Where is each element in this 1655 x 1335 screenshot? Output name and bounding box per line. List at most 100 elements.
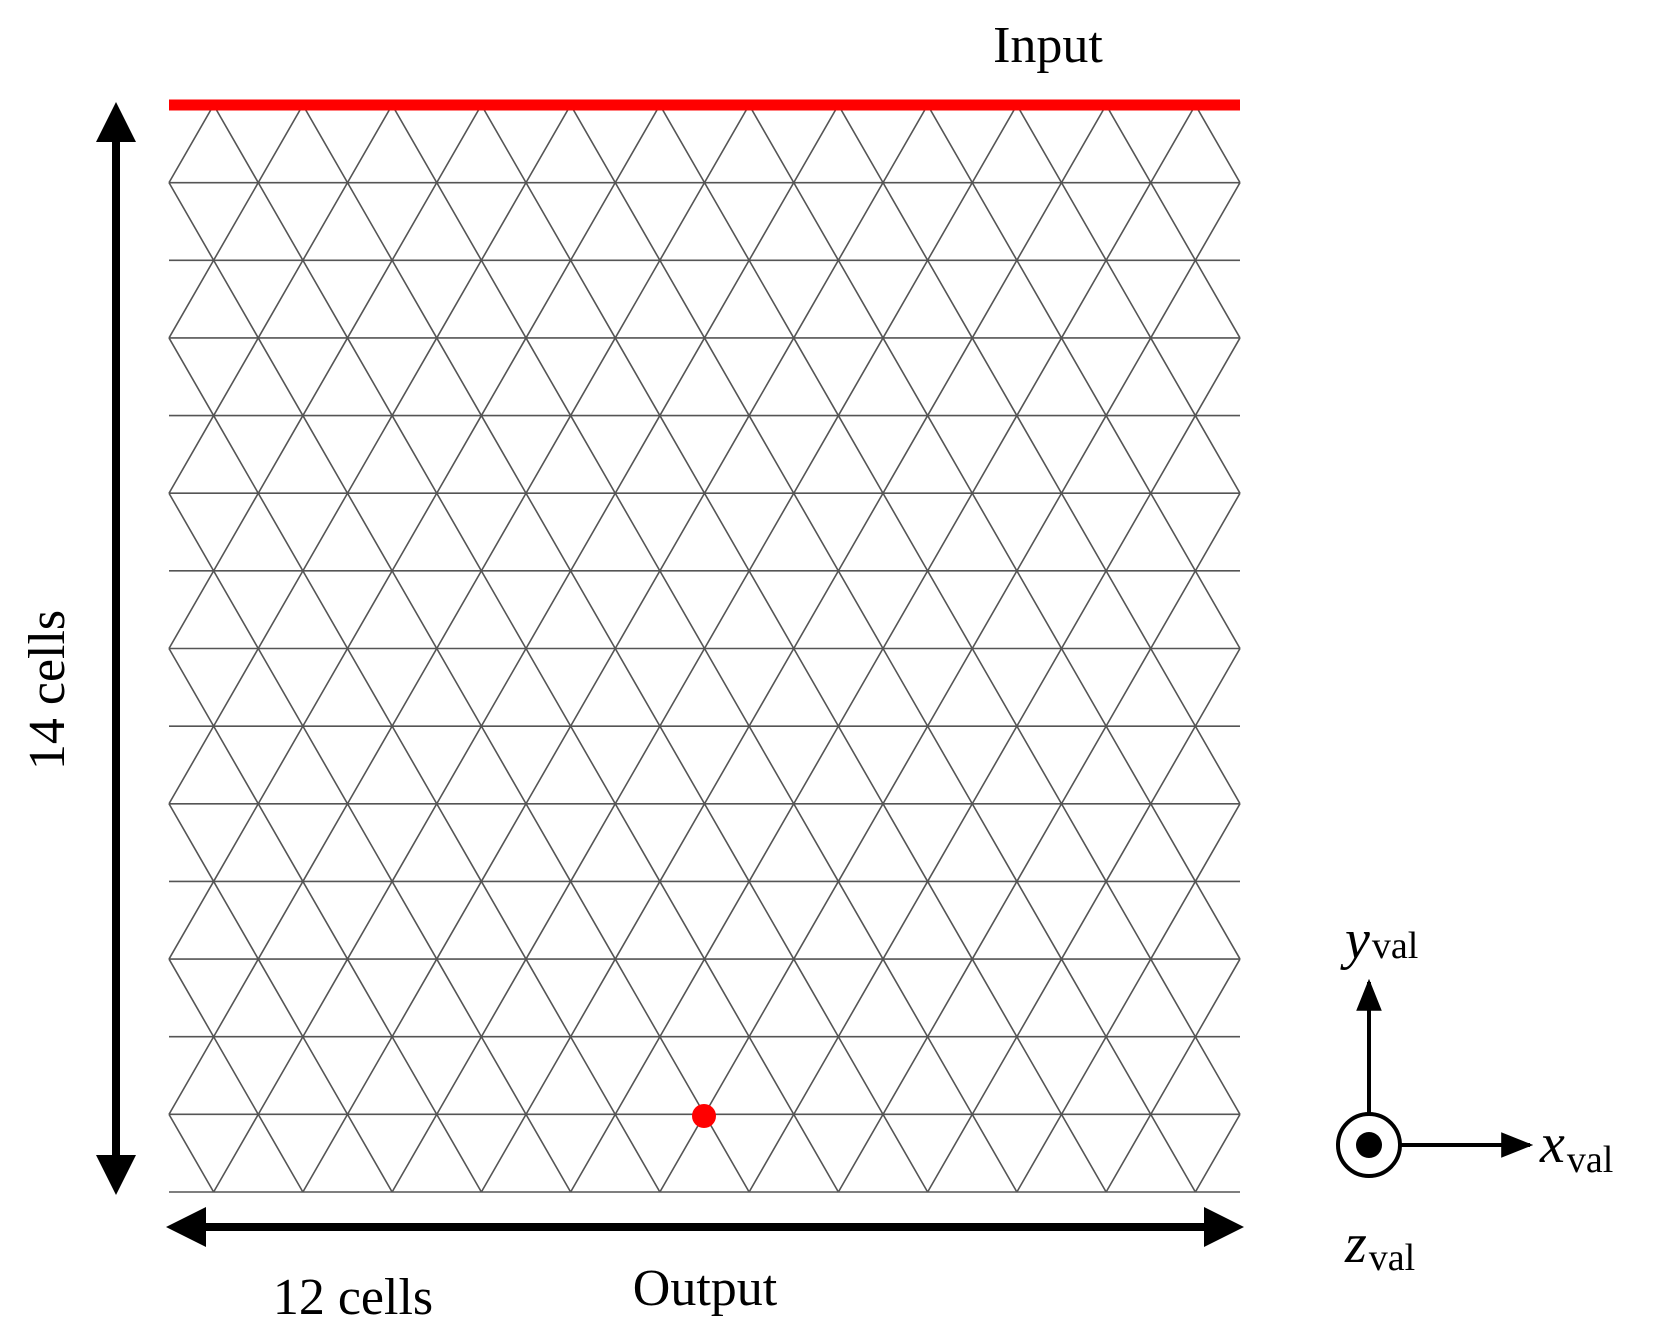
mesh-edge — [168, 415, 215, 494]
mesh-edge — [659, 182, 706, 261]
mesh-edge — [659, 492, 706, 572]
mesh-edge — [1105, 803, 1152, 882]
mesh-edge — [302, 104, 349, 184]
mesh-edge — [1060, 415, 1107, 494]
mesh-edge — [257, 182, 304, 261]
mesh-edge — [1016, 648, 1063, 727]
axis-subscript: val — [1369, 1237, 1415, 1279]
mesh-edge — [1150, 415, 1197, 494]
mesh-edge — [659, 337, 706, 416]
mesh-edge — [703, 881, 750, 960]
mesh-edge — [926, 881, 973, 960]
mesh-edge — [882, 337, 929, 416]
mesh-edge — [1105, 648, 1152, 727]
mesh-edge — [436, 492, 483, 572]
mesh-edge — [748, 725, 795, 805]
mesh-edge — [1150, 259, 1197, 339]
mesh-edge — [346, 648, 393, 727]
mesh-edge — [1105, 337, 1152, 416]
mesh-edge — [391, 958, 438, 1038]
mesh-edge — [569, 492, 616, 572]
mesh-edge — [926, 570, 973, 649]
mesh-edge — [212, 182, 259, 261]
mesh-edge — [569, 415, 616, 494]
mesh-edge — [1060, 337, 1107, 416]
mesh-edge — [436, 1036, 483, 1115]
mesh-edge — [614, 259, 661, 339]
mesh-edge — [971, 648, 1018, 727]
mesh-edge — [436, 958, 483, 1038]
mesh-edge — [703, 104, 750, 184]
mesh-edge — [659, 648, 706, 727]
mesh-edge — [971, 182, 1018, 261]
output-point — [692, 1104, 716, 1128]
mesh-edge — [971, 725, 1018, 805]
mesh-edge — [1105, 570, 1152, 649]
mesh-edge — [1194, 104, 1241, 184]
mesh-edge — [480, 1113, 527, 1193]
mesh-edge — [525, 259, 572, 339]
mesh-edge — [971, 570, 1018, 649]
mesh-edge — [257, 492, 304, 572]
mesh-edge — [525, 104, 572, 184]
mesh-edge — [391, 492, 438, 572]
mesh-edge — [569, 337, 616, 416]
mesh-edge — [748, 415, 795, 494]
mesh-edge — [346, 881, 393, 960]
mesh-edge — [168, 881, 215, 960]
mesh-edge — [837, 415, 884, 494]
mesh-edge — [436, 570, 483, 649]
triangular-mesh — [168, 104, 1241, 1193]
mesh-edge — [703, 415, 750, 494]
mesh-edge — [346, 104, 393, 184]
mesh-edge — [257, 803, 304, 882]
mesh-edge — [480, 725, 527, 805]
mesh-edge — [168, 803, 215, 882]
mesh-edge — [168, 337, 215, 416]
coordinate-axes: yval xval zval — [1336, 909, 1613, 1279]
mesh-edge — [1060, 725, 1107, 805]
mesh-edge — [525, 570, 572, 649]
mesh-edge — [168, 1036, 215, 1115]
mesh-edge — [391, 259, 438, 339]
mesh-edge — [703, 570, 750, 649]
mesh-edge — [793, 415, 840, 494]
mesh-edge — [882, 1113, 929, 1193]
mesh-edge — [837, 492, 884, 572]
mesh-edge — [346, 182, 393, 261]
mesh-edge — [748, 337, 795, 416]
mesh-edge — [257, 881, 304, 960]
mesh-edge — [1060, 570, 1107, 649]
mesh-edge — [926, 648, 973, 727]
mesh-edge — [168, 492, 215, 572]
mesh-edge — [1194, 1113, 1241, 1193]
mesh-edge — [1060, 1036, 1107, 1115]
mesh-edge — [614, 337, 661, 416]
mesh-edge — [703, 958, 750, 1038]
mesh-edge — [703, 725, 750, 805]
mesh-edge — [480, 415, 527, 494]
mesh-edge — [837, 803, 884, 882]
mesh-edge — [391, 1036, 438, 1115]
mesh-edge — [1194, 570, 1241, 649]
mesh-edge — [391, 182, 438, 261]
mesh-edge — [212, 803, 259, 882]
mesh-edge — [302, 337, 349, 416]
mesh-edge — [748, 1036, 795, 1115]
mesh-edge — [837, 337, 884, 416]
mesh-edge — [793, 104, 840, 184]
mesh-edge — [1016, 1036, 1063, 1115]
mesh-edge — [1150, 958, 1197, 1038]
mesh-edge — [793, 803, 840, 882]
mesh-edge — [436, 337, 483, 416]
mesh-edge — [569, 803, 616, 882]
mesh-edge — [1194, 958, 1241, 1038]
mesh-edge — [525, 725, 572, 805]
mesh-edge — [614, 881, 661, 960]
mesh-edge — [882, 881, 929, 960]
mesh-edge — [1060, 259, 1107, 339]
mesh-edge — [569, 104, 616, 184]
mesh-edge — [1150, 648, 1197, 727]
mesh-edge — [569, 958, 616, 1038]
mesh-edge — [793, 182, 840, 261]
